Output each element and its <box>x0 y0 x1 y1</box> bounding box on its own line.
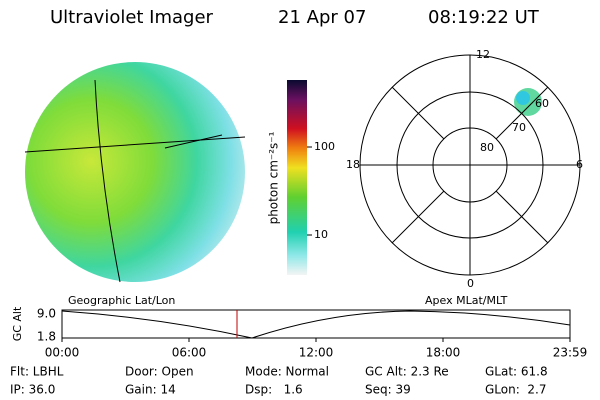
panel-label: Apex MLat/MLT <box>425 294 508 307</box>
status-field: Dsp: 1.6 <box>245 383 303 397</box>
status-field: Flt: LBHL <box>10 365 64 379</box>
timeline-x-tick-label: 06:00 <box>172 346 207 360</box>
altitude-curve <box>61 310 571 339</box>
timeline-x-tick-label: 18:00 <box>426 346 461 360</box>
lat-line <box>164 134 223 149</box>
timeline-y-tick: 9.0 <box>37 307 56 321</box>
timeline-axis-label: GC Alt <box>11 306 24 341</box>
mlt-label: 18 <box>346 158 360 171</box>
title: Ultraviolet Imager <box>50 7 214 28</box>
timeline-y-tick: 1.8 <box>37 330 56 344</box>
timeline-x-tick-label: 23:59 <box>553 346 588 360</box>
status-field: GLat: 61.8 <box>485 365 548 379</box>
lat-line <box>24 136 246 153</box>
polar-grid <box>359 54 581 276</box>
mlat-label: 60 <box>535 97 549 110</box>
status-field: GC Alt: 2.3 Re <box>365 365 449 379</box>
status-field: Seq: 39 <box>365 383 411 397</box>
colorbar-label: photon cm⁻²s⁻¹ <box>267 131 281 224</box>
mlat-label: 80 <box>480 141 494 154</box>
status-field: Mode: Normal <box>245 365 329 379</box>
timeline-box <box>61 309 571 339</box>
mlt-label: 12 <box>476 48 490 61</box>
status-field: Gain: 14 <box>125 383 176 397</box>
time: 08:19:22 UT <box>428 7 540 28</box>
mlat-label: 70 <box>512 121 526 134</box>
timeline-x-tick-label: 12:00 <box>299 346 334 360</box>
status-field: IP: 36.0 <box>10 383 55 397</box>
timeline-x-tick-label: 00:00 <box>45 346 80 360</box>
colorbar-tick-label: 100 <box>314 140 335 153</box>
colorbar-tick-label: 10 <box>314 228 328 241</box>
panel-label: Geographic Lat/Lon <box>68 294 175 307</box>
lon-line <box>94 79 121 283</box>
colorbar <box>287 80 307 275</box>
status-field: GLon: 2.7 <box>485 383 546 397</box>
earth-image <box>24 62 246 283</box>
mlt-label: 6 <box>576 158 583 171</box>
status-field: Door: Open <box>125 365 194 379</box>
mlt-label: 0 <box>467 277 474 290</box>
date: 21 Apr 07 <box>278 7 366 28</box>
